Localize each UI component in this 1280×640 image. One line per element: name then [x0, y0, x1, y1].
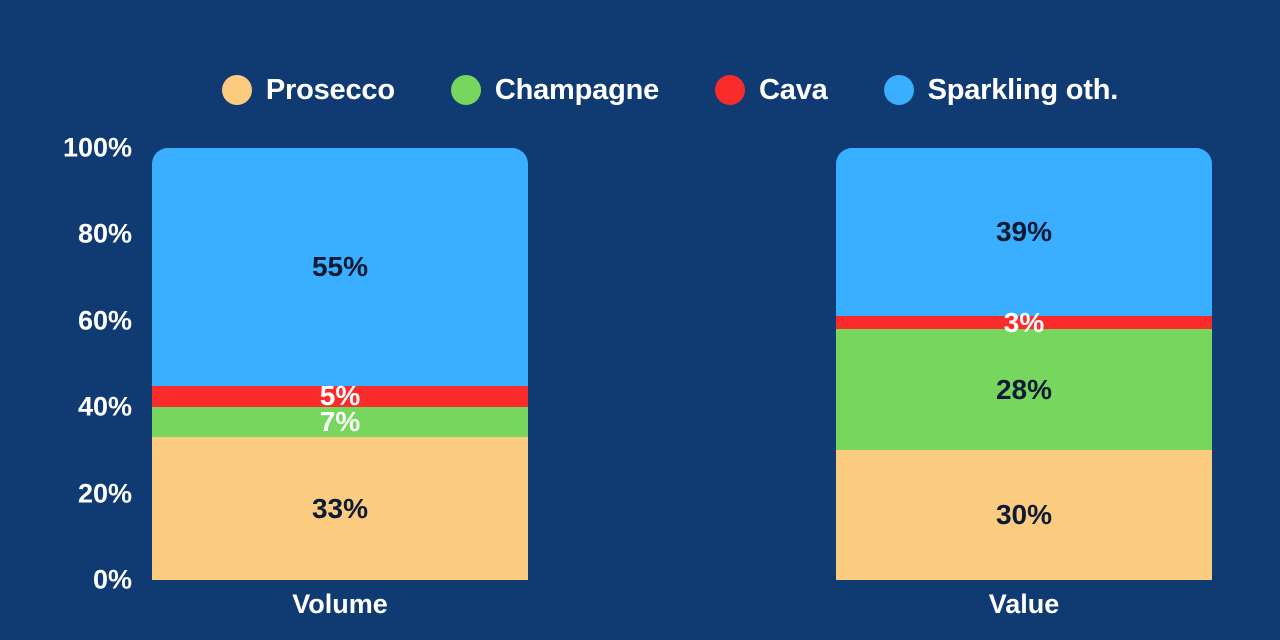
y-axis-tick-label: 100% — [62, 132, 132, 163]
bar-segment-sparkling-oth[interactable]: 39% — [836, 148, 1212, 317]
legend-item-label: Cava — [759, 73, 828, 106]
legend-swatch-icon — [715, 75, 746, 105]
bar-segment-cava[interactable] — [836, 316, 1212, 330]
bar-segment-champagne[interactable] — [152, 407, 528, 438]
x-axis-category-label: Volume — [292, 589, 388, 619]
legend-item-prosecco[interactable]: Prosecco — [221, 73, 395, 107]
stacked-bar[interactable]: 39% 28% 30% — [836, 148, 1212, 580]
legend-swatch-icon — [221, 75, 252, 105]
bar-segment-value-label: 33% — [311, 492, 369, 524]
legend-swatch-icon — [450, 75, 481, 105]
chart-legend: Prosecco Champagne Cava Sparkling oth. — [0, 66, 1280, 114]
stacked-bar[interactable]: 55% 33% — [152, 148, 528, 580]
legend-item-cava[interactable]: Cava — [715, 74, 828, 107]
bar-segment-value-label: 28% — [995, 373, 1053, 405]
y-axis-tick-label: 0% — [92, 564, 132, 595]
bar-segment-cava[interactable] — [152, 385, 528, 408]
y-axis-tick-label: 40% — [77, 391, 132, 422]
bar-group-volume: 55% 33% 5% 7% — [152, 148, 528, 580]
bar-segment-prosecco[interactable]: 33% — [152, 437, 528, 580]
bar-segment-prosecco[interactable]: 30% — [836, 450, 1212, 580]
bar-segment-value-label: 39% — [995, 216, 1053, 248]
legend-swatch-icon — [883, 75, 914, 105]
y-axis-tick-label: 80% — [77, 218, 132, 249]
bar-segment-value-label: 55% — [311, 250, 369, 282]
legend-item-label: Sparkling oth. — [927, 73, 1119, 106]
bar-segment-champagne[interactable]: 28% — [836, 329, 1212, 451]
legend-item-champagne[interactable]: Champagne — [450, 73, 660, 107]
legend-item-sparkling-oth[interactable]: Sparkling oth. — [883, 73, 1119, 107]
y-axis-tick-label: 60% — [77, 305, 132, 336]
bar-group-value: 39% 28% 30% 3% — [836, 148, 1212, 580]
bar-segment-sparkling-oth[interactable]: 55% — [152, 148, 528, 386]
y-axis-tick-label: 20% — [77, 478, 132, 509]
legend-item-label: Champagne — [494, 73, 660, 106]
bar-segment-value-label: 30% — [995, 499, 1053, 531]
x-axis-category-label: Value — [988, 589, 1060, 619]
legend-item-label: Prosecco — [265, 73, 395, 106]
